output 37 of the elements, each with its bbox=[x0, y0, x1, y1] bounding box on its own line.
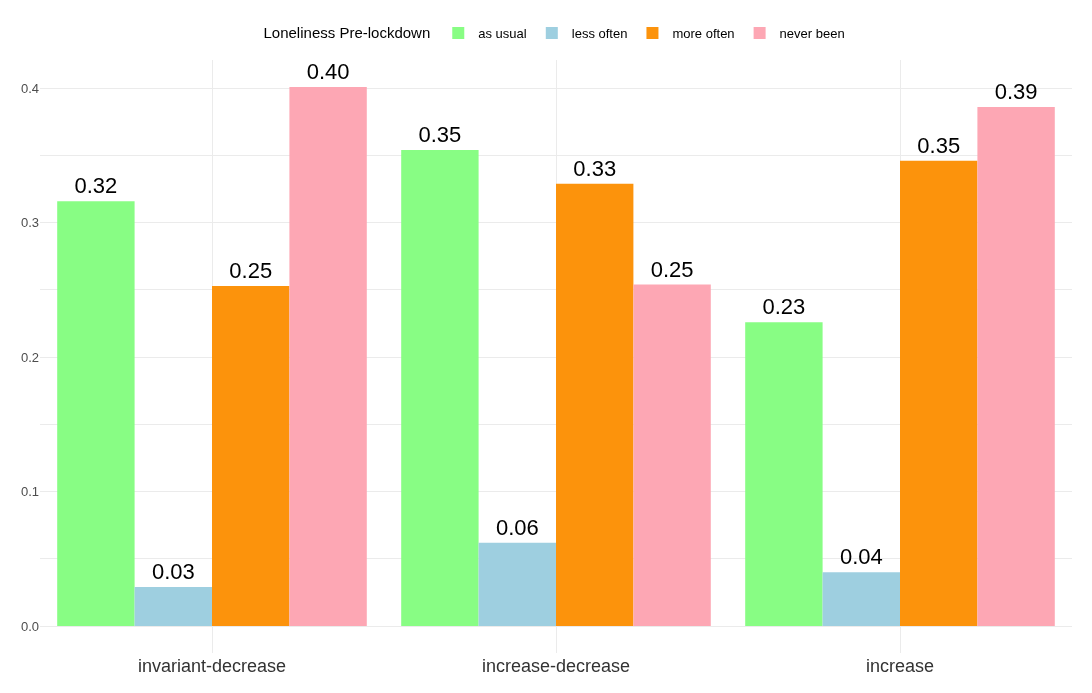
data-label: 0.32 bbox=[74, 173, 118, 199]
bar bbox=[822, 572, 900, 627]
data-label: 0.03 bbox=[151, 559, 195, 585]
x-tick-label: increase bbox=[865, 656, 935, 676]
bar bbox=[977, 107, 1055, 627]
bar bbox=[556, 183, 634, 627]
y-tick-label: 0.3 bbox=[20, 215, 39, 231]
data-label: 0.40 bbox=[306, 58, 350, 84]
y-tick-label: 0.2 bbox=[20, 349, 39, 365]
legend-label: never been bbox=[779, 26, 845, 42]
x-tick-label: increase-decrease bbox=[481, 656, 631, 676]
legend-label: more often bbox=[672, 26, 735, 42]
legend-label: less often bbox=[571, 26, 628, 42]
data-label: 0.25 bbox=[650, 256, 694, 282]
data-label: 0.33 bbox=[573, 155, 617, 181]
y-tick-label: 0.0 bbox=[20, 618, 39, 634]
bar bbox=[900, 160, 978, 627]
bar bbox=[212, 285, 290, 627]
bar bbox=[57, 201, 135, 627]
bar bbox=[289, 86, 367, 627]
data-label: 0.04 bbox=[839, 544, 883, 570]
bar bbox=[633, 284, 711, 627]
bar bbox=[745, 322, 823, 627]
data-label: 0.35 bbox=[418, 122, 462, 148]
data-label: 0.35 bbox=[917, 132, 961, 158]
y-tick-label: 0.1 bbox=[20, 484, 39, 500]
data-label: 0.25 bbox=[229, 257, 273, 283]
legend-title: Loneliness Pre-lockdown bbox=[263, 23, 431, 41]
legend-label: as usual bbox=[478, 26, 527, 42]
data-label: 0.06 bbox=[495, 514, 539, 540]
bar bbox=[134, 587, 212, 627]
x-tick-label: invariant-decrease bbox=[137, 656, 287, 676]
bar bbox=[478, 542, 556, 627]
bar bbox=[401, 150, 479, 627]
y-tick-label: 0.4 bbox=[20, 80, 39, 96]
data-label: 0.23 bbox=[762, 294, 806, 320]
data-label: 0.39 bbox=[994, 79, 1038, 105]
